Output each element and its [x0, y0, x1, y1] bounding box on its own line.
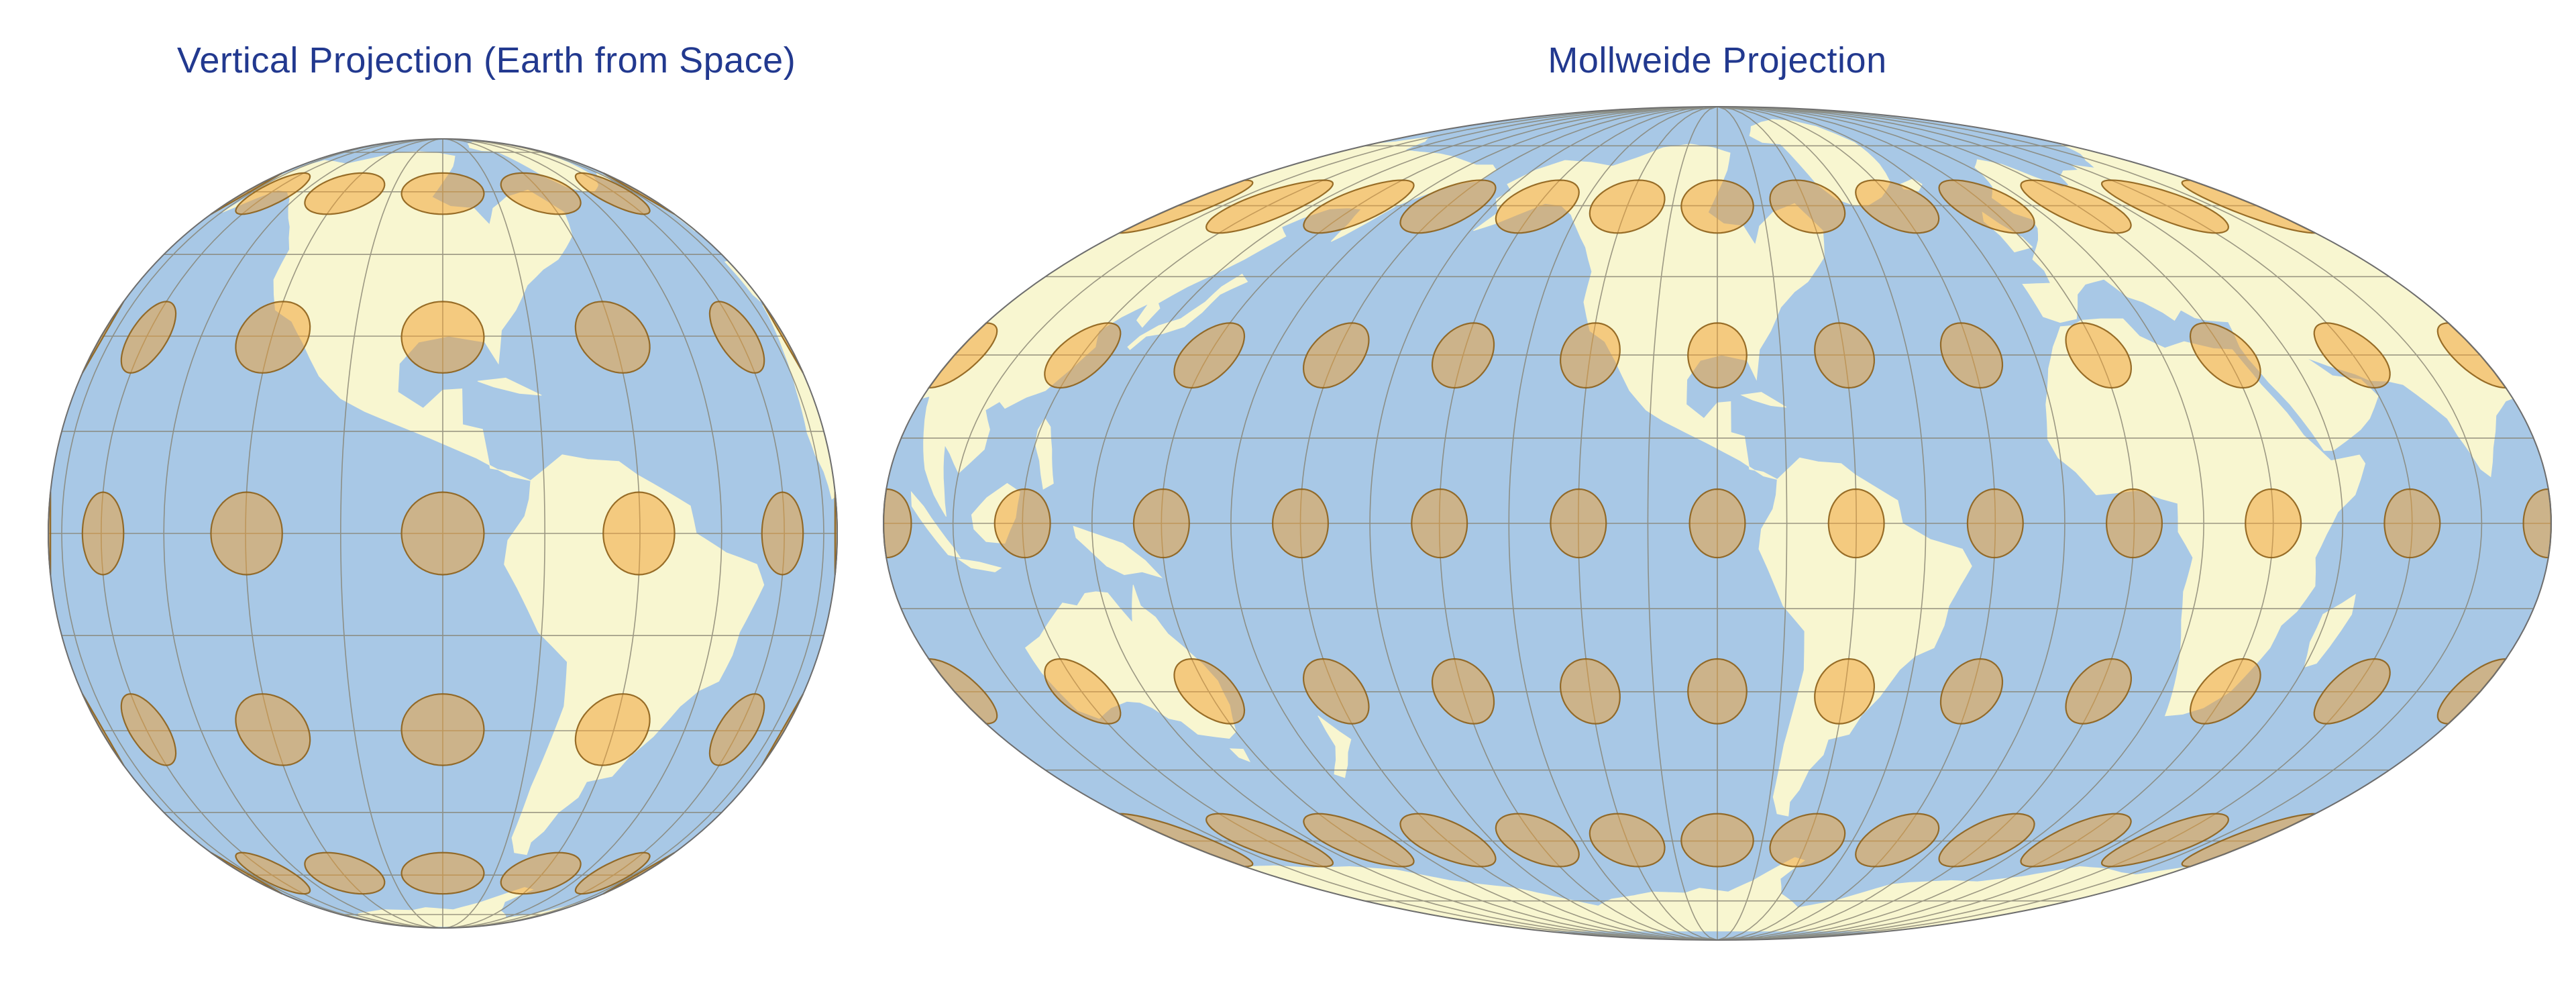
right-map-title: Mollweide Projection — [1548, 40, 1887, 81]
left-map-title: Vertical Projection (Earth from Space) — [176, 40, 796, 81]
mollweide-map — [883, 106, 2552, 941]
globe-orthographic-map — [48, 138, 838, 929]
